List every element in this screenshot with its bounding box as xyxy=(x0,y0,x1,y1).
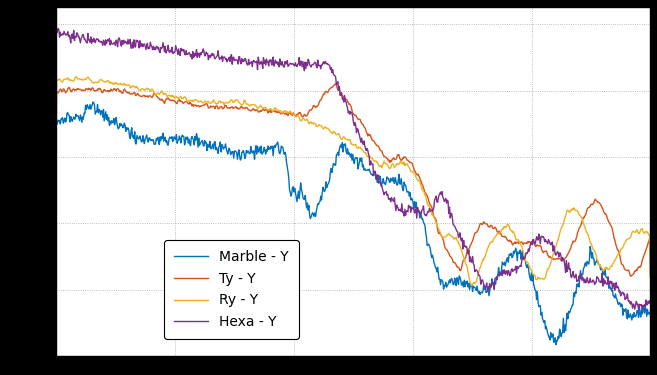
Hexa - Y xyxy=(89,39,97,44)
Marble - Y xyxy=(52,121,60,126)
Legend: Marble - Y, Ty - Y, Ry - Y, Hexa - Y: Marble - Y, Ty - Y, Ry - Y, Hexa - Y xyxy=(164,240,299,339)
Ty - Y xyxy=(52,177,60,181)
Marble - Y xyxy=(432,265,440,270)
Hexa - Y xyxy=(52,27,60,32)
Line: Ry - Y: Ry - Y xyxy=(56,76,650,286)
Hexa - Y xyxy=(504,273,512,278)
Ty - Y xyxy=(504,238,512,242)
Marble - Y xyxy=(552,342,560,347)
Ty - Y xyxy=(398,158,406,162)
Ty - Y xyxy=(564,251,572,255)
Hexa - Y xyxy=(432,196,440,201)
Ry - Y xyxy=(505,223,512,227)
Ry - Y xyxy=(398,162,406,166)
Marble - Y xyxy=(504,255,512,260)
Ry - Y xyxy=(413,178,421,182)
Marble - Y xyxy=(413,210,421,214)
Line: Ty - Y: Ty - Y xyxy=(56,84,650,278)
Hexa - Y xyxy=(635,307,643,312)
Hexa - Y xyxy=(646,298,654,303)
Ry - Y xyxy=(432,219,440,223)
Marble - Y xyxy=(89,100,97,104)
Ty - Y xyxy=(432,216,440,220)
Ry - Y xyxy=(72,74,80,79)
Marble - Y xyxy=(89,102,97,107)
Ry - Y xyxy=(646,275,654,279)
Ty - Y xyxy=(332,82,340,86)
Ty - Y xyxy=(413,173,421,177)
Line: Hexa - Y: Hexa - Y xyxy=(56,28,650,309)
Hexa - Y xyxy=(398,201,406,206)
Hexa - Y xyxy=(564,261,572,265)
Hexa - Y xyxy=(413,205,421,210)
Marble - Y xyxy=(398,182,406,186)
Marble - Y xyxy=(646,314,654,318)
Ry - Y xyxy=(52,168,60,173)
Hexa - Y xyxy=(54,26,62,31)
Ry - Y xyxy=(566,210,574,214)
Ry - Y xyxy=(89,81,97,85)
Ty - Y xyxy=(89,86,97,90)
Line: Marble - Y: Marble - Y xyxy=(56,102,650,345)
Marble - Y xyxy=(566,311,574,315)
Ty - Y xyxy=(646,275,654,280)
Ry - Y xyxy=(468,284,476,288)
